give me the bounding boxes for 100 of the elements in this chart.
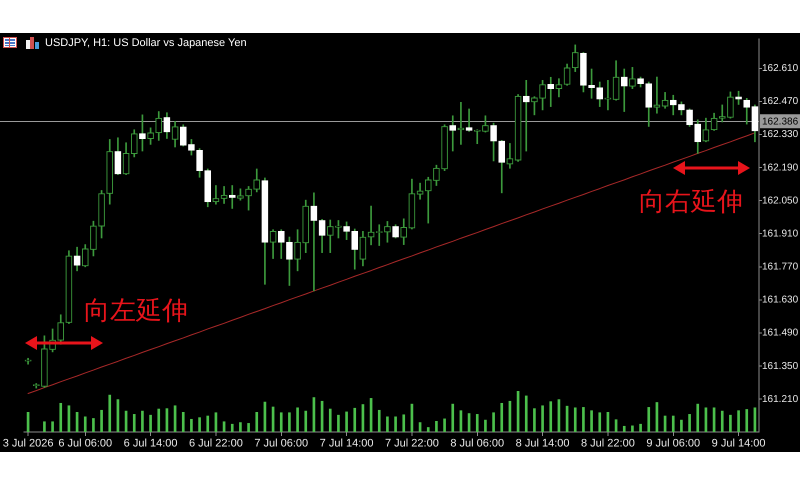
chart-title: USDJPY, H1: US Dollar vs Japanese Yen <box>45 37 247 50</box>
bar <box>157 408 160 432</box>
x-tick-label: 6 Jul 22:00 <box>189 438 243 450</box>
bar <box>68 405 70 432</box>
y-tick-label: 162.610 <box>762 63 799 74</box>
bar <box>288 412 291 432</box>
bar <box>108 394 112 432</box>
bar <box>280 412 283 432</box>
bar <box>729 414 732 432</box>
bar <box>549 401 552 432</box>
bar <box>222 421 226 432</box>
x-tick-label: 7 Jul 06:00 <box>254 438 308 450</box>
bar <box>198 417 201 432</box>
bar <box>337 414 340 432</box>
bar <box>426 427 430 432</box>
bar <box>353 408 356 432</box>
bar <box>582 407 585 432</box>
x-tick-label: 7 Jul 14:00 <box>320 438 374 450</box>
bar <box>468 413 470 432</box>
bar <box>664 416 666 432</box>
bar <box>754 407 756 432</box>
bar <box>460 410 462 432</box>
bar <box>647 407 650 432</box>
bar <box>402 414 406 432</box>
y-tick-label: 162.050 <box>762 195 799 206</box>
bar <box>720 410 724 432</box>
bar <box>304 410 308 432</box>
bar <box>656 402 658 432</box>
bar <box>166 408 168 432</box>
bar <box>59 402 62 432</box>
x-tick-label: 9 Jul 06:00 <box>646 438 700 450</box>
bar <box>214 412 218 432</box>
ref-line-label: 162.386 <box>762 116 799 128</box>
bar <box>312 397 316 432</box>
bar <box>516 391 520 432</box>
bar <box>696 404 700 432</box>
y-tick-label: 161.910 <box>762 228 799 240</box>
bar <box>124 410 128 432</box>
bar <box>26 412 30 432</box>
bar <box>606 412 610 432</box>
bar <box>443 418 446 432</box>
bar <box>116 399 120 432</box>
bar <box>574 407 577 432</box>
bar <box>378 410 381 432</box>
bar <box>435 421 438 432</box>
bar <box>247 423 250 432</box>
bar <box>84 416 87 432</box>
bar <box>239 422 242 432</box>
bar <box>410 404 414 432</box>
bar <box>484 420 487 432</box>
bar <box>712 407 716 432</box>
bar <box>345 412 348 432</box>
bar <box>230 424 234 432</box>
bar <box>639 424 642 432</box>
bar <box>132 414 136 432</box>
x-tick-label: 8 Jul 14:00 <box>516 438 570 450</box>
y-tick-label: 161.350 <box>762 360 799 372</box>
annotation: 向左延伸 <box>84 296 188 326</box>
bar <box>272 406 274 432</box>
y-tick-label: 161.490 <box>762 328 799 339</box>
bar <box>328 408 332 432</box>
bar <box>149 414 152 432</box>
bar <box>704 407 708 432</box>
y-tick-label: 162.330 <box>762 129 799 140</box>
bar <box>43 421 46 432</box>
bar <box>745 409 748 432</box>
bar <box>541 405 544 432</box>
x-tick-label: 8 Jul 06:00 <box>450 438 504 450</box>
annotation: 向右延伸 <box>639 186 743 217</box>
bar <box>370 398 372 432</box>
x-tick-label: 6 Jul 06:00 <box>58 438 112 450</box>
bar <box>500 402 504 432</box>
y-tick-label: 161.210 <box>762 394 799 405</box>
y-tick-label: 161.630 <box>762 294 799 306</box>
bar <box>680 420 683 432</box>
x-tick-label: 7 Jul 22:00 <box>385 438 439 450</box>
bar <box>566 406 568 432</box>
bar <box>598 412 602 432</box>
bar <box>688 414 691 432</box>
bar <box>255 412 258 432</box>
bar <box>492 412 495 432</box>
bar <box>174 405 176 432</box>
bar <box>672 416 675 432</box>
bar <box>558 399 560 432</box>
y-tick-label: 162.190 <box>762 162 799 174</box>
bar <box>92 418 95 432</box>
bar <box>451 404 454 432</box>
bar <box>476 414 479 432</box>
bar <box>590 410 593 432</box>
bar <box>190 418 193 432</box>
bar <box>524 396 528 432</box>
bar <box>296 407 299 432</box>
bar <box>76 412 78 432</box>
bar <box>206 416 210 432</box>
bar <box>182 412 185 432</box>
x-tick-label: 8 Jul 22:00 <box>581 438 635 450</box>
y-tick-label: 161.770 <box>762 262 799 273</box>
bar <box>320 400 324 432</box>
bar <box>622 426 626 432</box>
bar <box>100 410 103 432</box>
